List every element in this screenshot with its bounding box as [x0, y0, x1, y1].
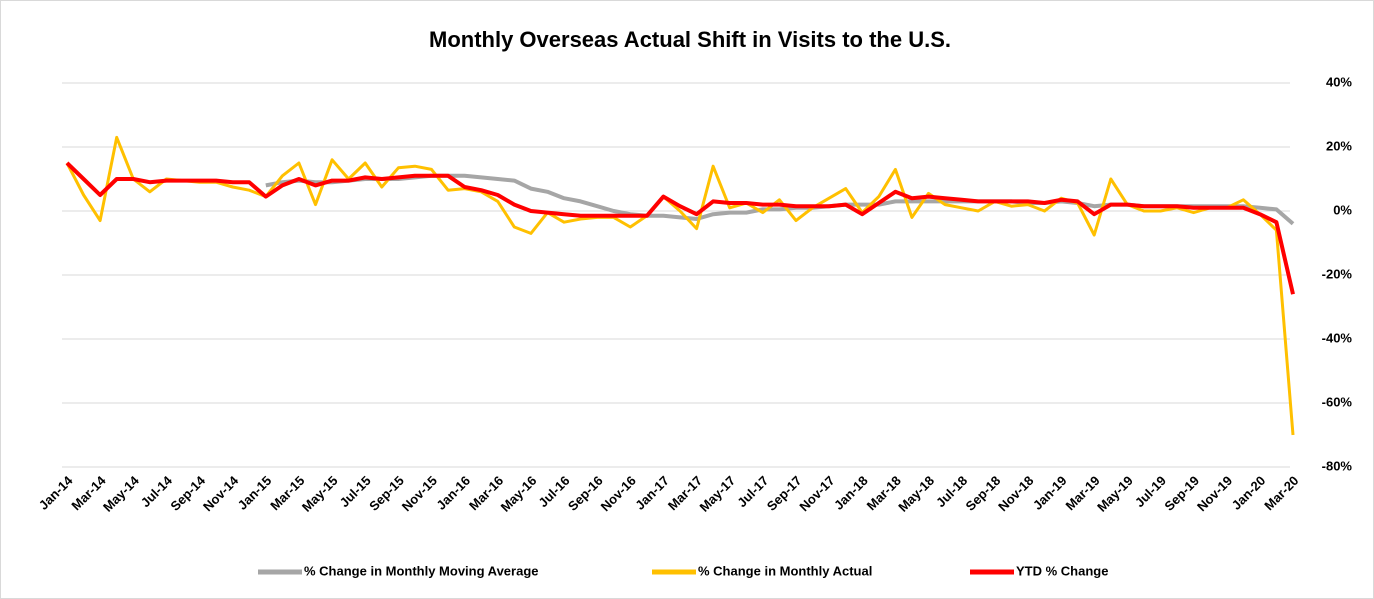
y-tick-label: -60% — [1322, 394, 1353, 409]
y-tick-label: 40% — [1326, 74, 1352, 89]
legend-label: YTD % Change — [1016, 563, 1108, 578]
y-tick-label: -20% — [1322, 266, 1353, 281]
y-tick-label: -80% — [1322, 458, 1353, 473]
legend-label: % Change in Monthly Moving Average — [304, 563, 539, 578]
legend-label: % Change in Monthly Actual — [698, 563, 872, 578]
series-line — [65, 135, 1295, 436]
series-line — [65, 161, 1295, 295]
chart-title: Monthly Overseas Actual Shift in Visits … — [429, 27, 951, 52]
y-tick-label: 20% — [1326, 138, 1352, 153]
y-tick-label: 0% — [1333, 202, 1352, 217]
y-tick-label: -40% — [1322, 330, 1353, 345]
